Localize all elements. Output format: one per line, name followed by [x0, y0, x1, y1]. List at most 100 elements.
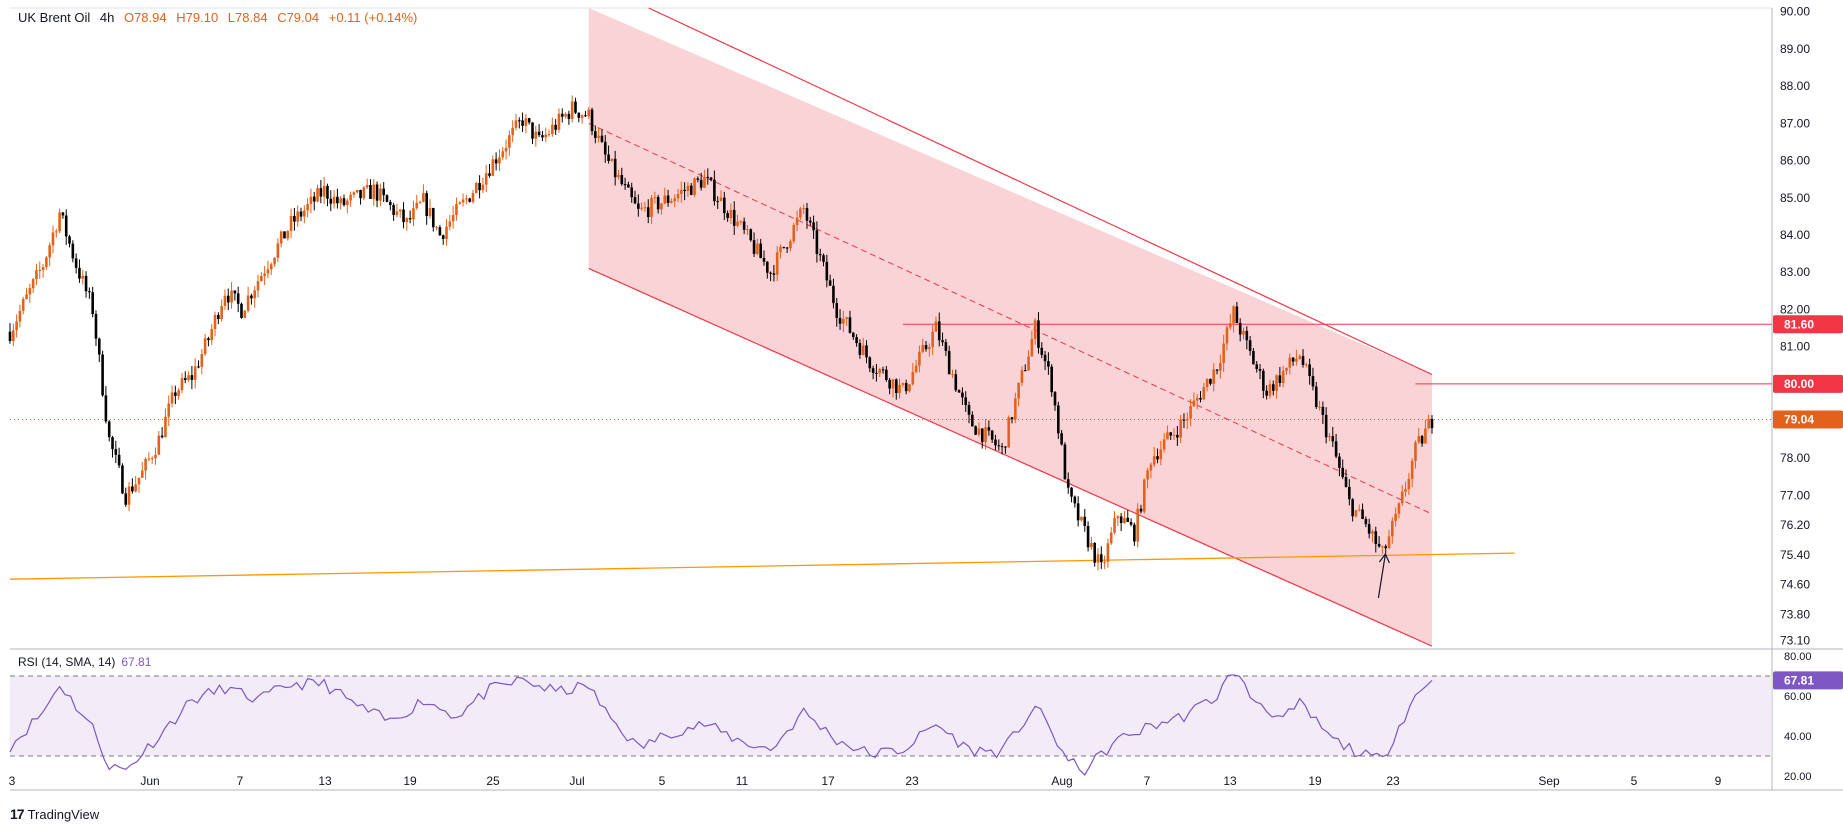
candle-body — [928, 347, 931, 350]
candle-body — [147, 458, 151, 460]
rsi-legend: RSI (14, SMA, 14) 67.81 — [18, 655, 151, 669]
candle-body — [359, 189, 362, 199]
candle-body — [1053, 392, 1057, 406]
candle-body — [696, 178, 700, 180]
candle-body — [987, 427, 991, 431]
candle-body — [977, 428, 981, 435]
candle-body — [1417, 436, 1421, 443]
candle-body — [967, 405, 971, 415]
candle-body — [408, 218, 412, 220]
candle-body — [445, 226, 448, 239]
candle-body — [1037, 320, 1040, 348]
candle-body — [587, 109, 591, 117]
candle-body — [1086, 525, 1090, 548]
candle-body — [296, 211, 300, 222]
candle-body — [1020, 370, 1024, 383]
candle-body — [1295, 358, 1298, 362]
candle-body — [78, 267, 81, 279]
candle-body — [554, 124, 557, 130]
candle-body — [131, 486, 134, 492]
candle-body — [276, 243, 280, 258]
candle-body — [418, 201, 422, 203]
time-tick-label: Jul — [569, 774, 584, 788]
candle-body — [901, 383, 905, 385]
candle-body — [428, 208, 432, 217]
candle-body — [1232, 306, 1235, 324]
candle-body — [765, 261, 769, 273]
candle-body — [577, 112, 581, 118]
candle-body — [1357, 509, 1361, 511]
candle-body — [1123, 517, 1126, 524]
price-tick-label: 82.00 — [1780, 302, 1810, 316]
candle-body — [666, 195, 670, 203]
candle-body — [289, 215, 293, 232]
candle-body — [488, 173, 491, 176]
candle-body — [785, 247, 789, 249]
candle-body — [1126, 517, 1130, 523]
candle-body — [263, 273, 266, 276]
price-tick-label: 87.00 — [1780, 116, 1810, 130]
candle-body — [706, 176, 710, 178]
candle-body — [336, 196, 339, 204]
candle-body — [1407, 478, 1411, 490]
candle-body — [822, 255, 825, 262]
price-tick-label: 86.00 — [1780, 154, 1810, 168]
candle-body — [286, 231, 290, 239]
candle-body — [266, 269, 270, 274]
candle-body — [1245, 330, 1249, 341]
candle-body — [1066, 479, 1070, 488]
candle-body — [653, 197, 657, 199]
candle-body — [1334, 441, 1338, 457]
candle-body — [726, 213, 729, 219]
time-tick-label: 23 — [1386, 774, 1400, 788]
footer-brand[interactable]: 17 TradingView — [10, 806, 99, 822]
candle-body — [68, 236, 71, 244]
price-tick-label: 84.00 — [1780, 228, 1810, 242]
candle-body — [1228, 323, 1232, 328]
time-tick-label: 5 — [659, 774, 666, 788]
candle-body — [107, 421, 111, 438]
channel-mid-line — [588, 122, 1433, 515]
candle-body — [1047, 361, 1050, 367]
symbol-name: UK Brent Oil — [18, 10, 91, 25]
candle-body — [111, 437, 114, 450]
candle-body — [385, 195, 389, 202]
candle-body — [51, 232, 55, 246]
candle-body — [54, 231, 58, 233]
candle-body — [339, 198, 342, 204]
candle-body — [1192, 400, 1196, 407]
candle-body — [18, 310, 22, 322]
tradingview-logo-icon: 17 — [10, 806, 25, 822]
candle-body — [1010, 417, 1014, 420]
candle-body — [560, 113, 564, 117]
candle-body — [1133, 524, 1136, 542]
candle-body — [1348, 486, 1351, 500]
candle-body — [855, 337, 858, 344]
candle-body — [1311, 375, 1315, 387]
candle-body — [84, 275, 88, 292]
candle-body — [1199, 398, 1202, 400]
candle-body — [1248, 340, 1252, 351]
current-price-badge — [1773, 410, 1843, 429]
candle-body — [392, 204, 395, 216]
candle-body — [1242, 330, 1245, 335]
candle-body — [180, 378, 184, 391]
price-tick-label: 89.00 — [1780, 42, 1810, 56]
candle-body — [709, 177, 713, 180]
candle-body — [772, 273, 776, 275]
candle-body — [233, 290, 237, 294]
candle-body — [570, 101, 574, 119]
candle-body — [21, 299, 25, 311]
time-tick-label: 7 — [237, 774, 244, 788]
interval-label: 4h — [99, 10, 115, 25]
candle-body — [1298, 356, 1302, 359]
candle-body — [1189, 406, 1192, 419]
candle-body — [620, 175, 624, 185]
candle-body — [1351, 499, 1354, 517]
candle-body — [438, 227, 442, 236]
candle-body — [723, 197, 726, 214]
candle-body — [223, 295, 227, 306]
candle-body — [1338, 456, 1341, 468]
candle-body — [584, 115, 587, 117]
